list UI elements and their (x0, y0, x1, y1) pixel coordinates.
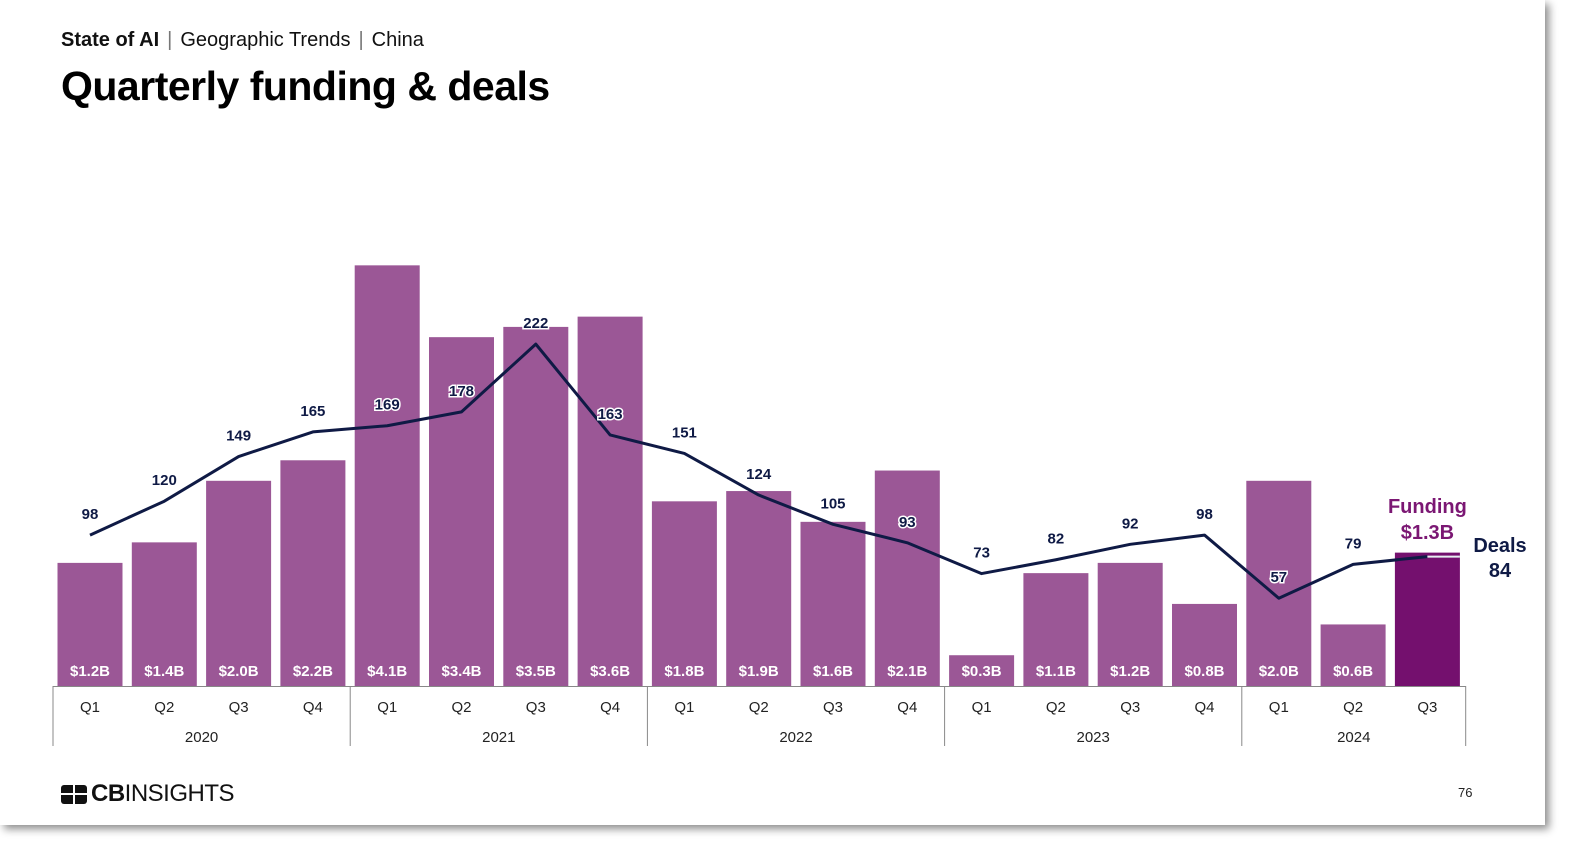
funding-bar (429, 337, 494, 686)
quarter-tick-label: Q3 (823, 699, 843, 716)
funding-bar (280, 460, 346, 686)
quarter-tick-label: Q2 (451, 699, 471, 716)
funding-bar (651, 501, 717, 686)
deals-data-label: 169 (375, 397, 400, 414)
quarter-tick-label: Q3 (229, 699, 249, 716)
deals-data-label: 149 (226, 428, 251, 445)
funding-bar-label: $3.5B (516, 663, 556, 680)
quarter-tick-label: Q2 (1046, 699, 1066, 716)
funding-bar-label: $1.8B (664, 663, 704, 680)
deals-line (89, 342, 1428, 600)
quarter-tick-label: Q3 (1120, 699, 1140, 716)
quarter-tick-label: Q4 (600, 699, 620, 716)
quarter-tick-label: Q1 (972, 699, 992, 716)
funding-bar (874, 470, 940, 686)
cb-insights-logo: CBINSIGHTS (61, 780, 235, 808)
deals-data-label: 98 (1196, 506, 1213, 523)
funding-bar (1320, 624, 1386, 686)
deals-data-label: 92 (1122, 515, 1139, 532)
funding-bar (503, 326, 569, 686)
quarter-tick-label: Q1 (1269, 699, 1289, 716)
funding-bar-label: $0.8B (1184, 663, 1224, 680)
funding-bar (800, 521, 866, 686)
deals-data-label: 178 (449, 383, 474, 400)
year-tick-label: 2020 (185, 729, 218, 746)
funding-bar (206, 480, 272, 686)
deals-annotation-value: 84 (1489, 560, 1512, 582)
funding-bar-label: $0.3B (962, 663, 1002, 680)
quarter-tick-label: Q3 (526, 699, 546, 716)
funding-bar (1097, 562, 1163, 686)
page-title: Quarterly funding & deals (61, 63, 550, 109)
funding-bar-label: $1.6B (813, 663, 853, 680)
slide: State of AI | Geographic Trends | China Quar… (52, 29, 1527, 808)
deals-annotation-title: Deals (1473, 535, 1526, 557)
deals-data-label: 151 (672, 424, 697, 441)
funding-bar-label: $2.0B (1259, 663, 1299, 680)
logo-text-bold: CB (91, 780, 125, 807)
breadcrumb-item: China (371, 29, 424, 51)
funding-bar-label: $1.1B (1036, 663, 1076, 680)
funding-bar (354, 265, 420, 686)
deals-data-label: 73 (973, 545, 990, 562)
deals-data-label: 120 (152, 472, 177, 489)
funding-bar (1246, 480, 1312, 686)
quarter-tick-label: Q2 (154, 699, 174, 716)
deals-data-label: 82 (1048, 531, 1065, 548)
funding-annotation-value: $1.3B (1401, 522, 1454, 544)
funding-bar (1023, 573, 1089, 686)
breadcrumb: State of AI | Geographic Trends | China (61, 29, 424, 51)
breadcrumb-item: State of AI (61, 29, 160, 51)
quarter-tick-label: Q4 (897, 699, 917, 716)
logo-icon (61, 784, 87, 804)
year-tick-label: 2021 (482, 729, 515, 746)
year-tick-label: 2024 (1337, 729, 1370, 746)
deals-data-label: 165 (300, 403, 325, 420)
quarter-tick-label: Q2 (1343, 699, 1363, 716)
funding-bar-label: $1.2B (70, 663, 110, 680)
funding-bar-label: $1.2B (1110, 663, 1150, 680)
funding-bar (131, 542, 197, 686)
funding-bar (1394, 552, 1460, 686)
funding-bar-label: $1.9B (739, 663, 779, 680)
breadcrumb-item: Geographic Trends (180, 29, 351, 51)
funding-bar-label: $3.6B (590, 663, 630, 680)
funding-bar (1172, 603, 1237, 686)
funding-bar (726, 491, 792, 686)
funding-bar-label: $1.4B (144, 663, 184, 680)
quarter-tick-label: Q1 (674, 699, 694, 716)
funding-bar-label: $2.1B (887, 663, 927, 680)
year-tick-label: 2023 (1077, 729, 1110, 746)
quarter-tick-label: Q4 (303, 699, 323, 716)
quarter-tick-label: Q3 (1417, 699, 1437, 716)
funding-bar-label: $0.6B (1333, 663, 1373, 680)
deals-data-label: 79 (1345, 535, 1362, 552)
funding-bar-label: $2.2B (293, 663, 333, 680)
page-number: 76 (1458, 785, 1473, 800)
funding-bar (949, 655, 1015, 686)
funding-annotation-title: Funding (1388, 496, 1467, 518)
deals-data-label: 222 (523, 315, 548, 332)
deals-data-label: 98 (82, 506, 99, 523)
quarter-tick-label: Q1 (80, 699, 100, 716)
funding-bar (577, 316, 643, 686)
deals-data-label: 105 (820, 495, 845, 512)
quarter-tick-label: Q1 (377, 699, 397, 716)
funding-bar (57, 562, 123, 686)
deals-data-label: 163 (598, 406, 623, 423)
deals-data-label: 93 (899, 514, 916, 531)
funding-bar-label: $3.4B (441, 663, 481, 680)
quarter-tick-label: Q4 (1194, 699, 1214, 716)
quarter-tick-label: Q2 (749, 699, 769, 716)
deals-data-label: 124 (746, 466, 772, 483)
year-tick-label: 2022 (779, 729, 812, 746)
deals-data-label: 57 (1270, 569, 1287, 586)
funding-bar-label: $2.0B (219, 663, 259, 680)
logo-text-light: INSIGHTS (124, 780, 235, 807)
funding-bar-label: $4.1B (367, 663, 407, 680)
